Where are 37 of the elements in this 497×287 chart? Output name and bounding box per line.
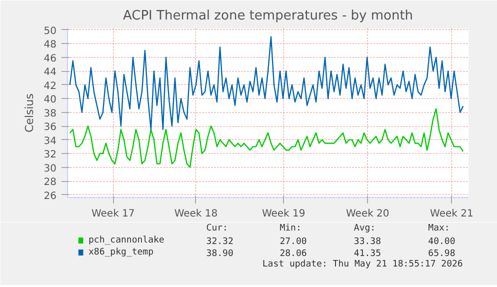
text: 41.35 [354,249,382,259]
text: Min: [280,224,302,234]
y-tick-label: 50 [44,26,57,37]
x-tick-label: Week 21 [430,208,474,220]
text: Cur: [206,224,228,234]
text: 28.06 [280,249,307,259]
y-tick-label: 48 [44,40,57,51]
text: 65.98 [428,249,456,259]
text: Avg: [354,224,376,234]
text: 32.32 [206,237,234,247]
x-tick-label: Week 18 [174,208,218,220]
text: 33.38 [354,237,382,247]
y-tick-label: 30 [44,163,57,174]
text: Max: [428,224,450,234]
y-tick-label: 28 [44,177,57,188]
text: 27.00 [280,237,307,247]
text: 40.00 [428,237,456,247]
y-tick-label: 26 [44,190,57,202]
x-tick-label: Week 19 [262,208,306,220]
chart-title: ACPI Thermal zone temperatures - by month [122,8,414,24]
x-tick-label: Week 20 [346,208,390,220]
y-tick-label: 46 [44,53,57,64]
legend-label: pch_cannonlake [88,236,164,246]
y-tick-label: 34 [44,136,57,147]
y-tick-label: 36 [44,122,57,134]
y-axis-title: Celsius [22,93,36,132]
text: 38.90 [206,249,234,259]
legend-label: x86_pkg_temp [88,248,154,258]
y-tick-label: 42 [44,80,57,92]
line-series [69,108,464,168]
text: Last update: Thu May 21 18:55:17 2026 [262,260,463,270]
x-tick-label: Week 17 [91,208,135,220]
y-tick-label: 40 [44,94,57,106]
y-tick-label: 38 [44,108,57,120]
line-series [69,36,464,130]
y-tick-label: 32 [44,150,57,161]
y-tick-label: 44 [44,67,57,78]
